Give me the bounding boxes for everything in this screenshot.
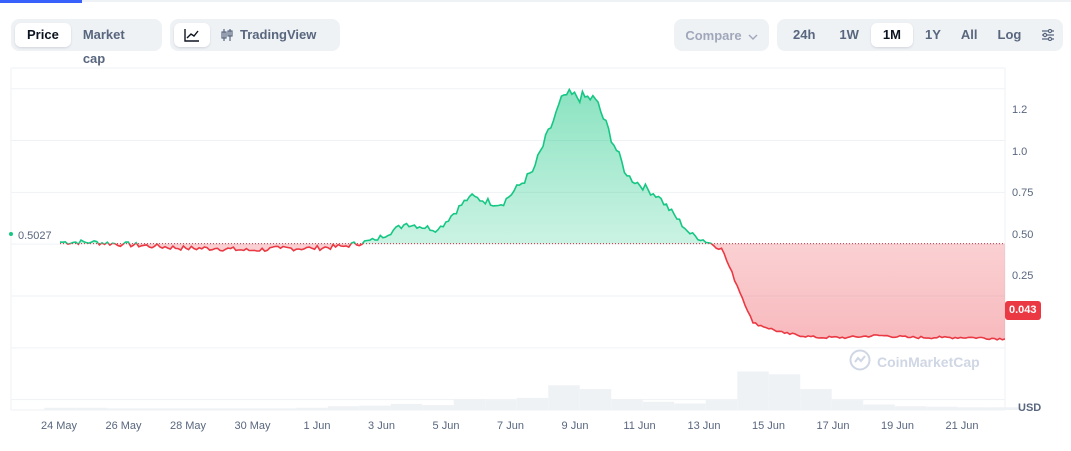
- compare-label: Compare: [685, 27, 742, 43]
- range-1w[interactable]: 1W: [839, 27, 859, 42]
- sliders-icon: [1041, 29, 1055, 41]
- watermark: CoinMarketCap: [849, 349, 980, 374]
- range-1y[interactable]: 1Y: [924, 27, 941, 42]
- range-24h[interactable]: 24h: [793, 27, 816, 42]
- range-all[interactable]: All: [960, 27, 978, 42]
- price-area-down: [67, 243, 1005, 340]
- volume-bar: [957, 407, 990, 410]
- volume-bar: [170, 408, 202, 410]
- x-tick: 19 Jun: [880, 420, 915, 432]
- active-tab-indicator: [0, 0, 82, 3]
- open-marker: [9, 232, 13, 236]
- currency-label: USD: [1018, 402, 1042, 414]
- open-price-label: 0.5027: [18, 230, 52, 242]
- y-tick: 1.0: [1012, 146, 1028, 158]
- candlestick-icon: [220, 28, 234, 42]
- volume-bar: [737, 371, 769, 410]
- volume-bar: [800, 389, 832, 410]
- watermark-text: CoinMarketCap: [877, 353, 980, 370]
- x-tick: 9 Jun: [561, 420, 589, 432]
- volume-bar: [894, 406, 927, 410]
- volume-bar: [611, 399, 643, 410]
- current-price-tag: 0.043: [1005, 301, 1041, 320]
- x-tick: 26 May: [105, 420, 142, 432]
- volume-bar: [642, 401, 675, 410]
- log-scale-toggle[interactable]: Log: [997, 27, 1022, 42]
- chart-grid: [10, 67, 1006, 411]
- y-tick: 0.50: [1012, 229, 1034, 241]
- y-tick: 0.25: [1012, 270, 1034, 282]
- tab-market-cap[interactable]: Market cap: [82, 27, 125, 66]
- x-tick: 28 May: [169, 420, 207, 432]
- volume-bar: [296, 407, 328, 410]
- y-tick: 0.75: [1012, 187, 1034, 199]
- price-line-down: [66, 243, 1005, 341]
- range-1m[interactable]: 1M: [870, 23, 913, 47]
- volume-bar: [516, 397, 549, 410]
- metric-toggle: Price Market cap: [11, 19, 162, 66]
- volume-bar: [75, 407, 108, 410]
- chart-type-toggle: TradingView: [170, 19, 340, 51]
- volume-bar: [989, 407, 1021, 410]
- x-tick: 11 Jun: [623, 420, 656, 432]
- tradingview-button[interactable]: TradingView: [210, 23, 326, 47]
- chart-settings-button[interactable]: [1033, 23, 1063, 47]
- x-tick: 3 Jun: [368, 420, 395, 432]
- range-selector: 24h 1W 1M 1Y All Log: [777, 19, 1063, 51]
- volume-bar: [327, 406, 360, 410]
- volume-bar: [422, 405, 454, 410]
- volume-bar: [390, 403, 423, 410]
- volume-bar: [863, 404, 895, 410]
- volume-bar: [201, 408, 234, 410]
- top-divider: [0, 0, 1071, 3]
- line-chart-icon: [184, 28, 200, 42]
- volume-bar: [44, 407, 76, 410]
- volume-bar: [485, 400, 517, 410]
- volume-bar: [453, 399, 486, 410]
- compare-dropdown[interactable]: Compare: [674, 19, 769, 51]
- volume-bar: [674, 403, 706, 410]
- volume-bar: [705, 400, 738, 410]
- volume-bar: [579, 389, 612, 410]
- x-tick: 15 Jun: [751, 420, 786, 432]
- volume-bar: [548, 385, 580, 410]
- x-tick: 1 Jun: [303, 420, 331, 432]
- volume-bar: [107, 408, 139, 410]
- x-tick: 5 Jun: [432, 420, 460, 432]
- volume-bar: [359, 405, 391, 410]
- tradingview-label: TradingView: [240, 27, 317, 42]
- volume-bar: [768, 374, 801, 410]
- volume-bar: [233, 408, 265, 410]
- line-chart-button[interactable]: [174, 23, 210, 47]
- x-tick: 13 Jun: [687, 420, 721, 432]
- price-area-up: [60, 89, 1005, 244]
- volume-bar: [264, 408, 297, 410]
- x-tick: 7 Jun: [497, 420, 524, 432]
- x-tick: 17 Jun: [816, 420, 850, 432]
- x-tick: 24 May: [40, 420, 78, 432]
- x-tick: 21 Jun: [945, 420, 979, 432]
- tab-price[interactable]: Price: [15, 23, 71, 47]
- volume-bars: [44, 371, 1021, 410]
- y-tick: 1.2: [1012, 104, 1028, 116]
- volume-bar: [831, 400, 864, 410]
- volume-bar: [926, 406, 958, 410]
- coinmarketcap-logo: [849, 349, 871, 374]
- chevron-down-icon: [748, 28, 758, 43]
- x-tick: 30 May: [234, 420, 271, 432]
- volume-bar: [138, 408, 171, 410]
- price-line-up: [59, 87, 713, 244]
